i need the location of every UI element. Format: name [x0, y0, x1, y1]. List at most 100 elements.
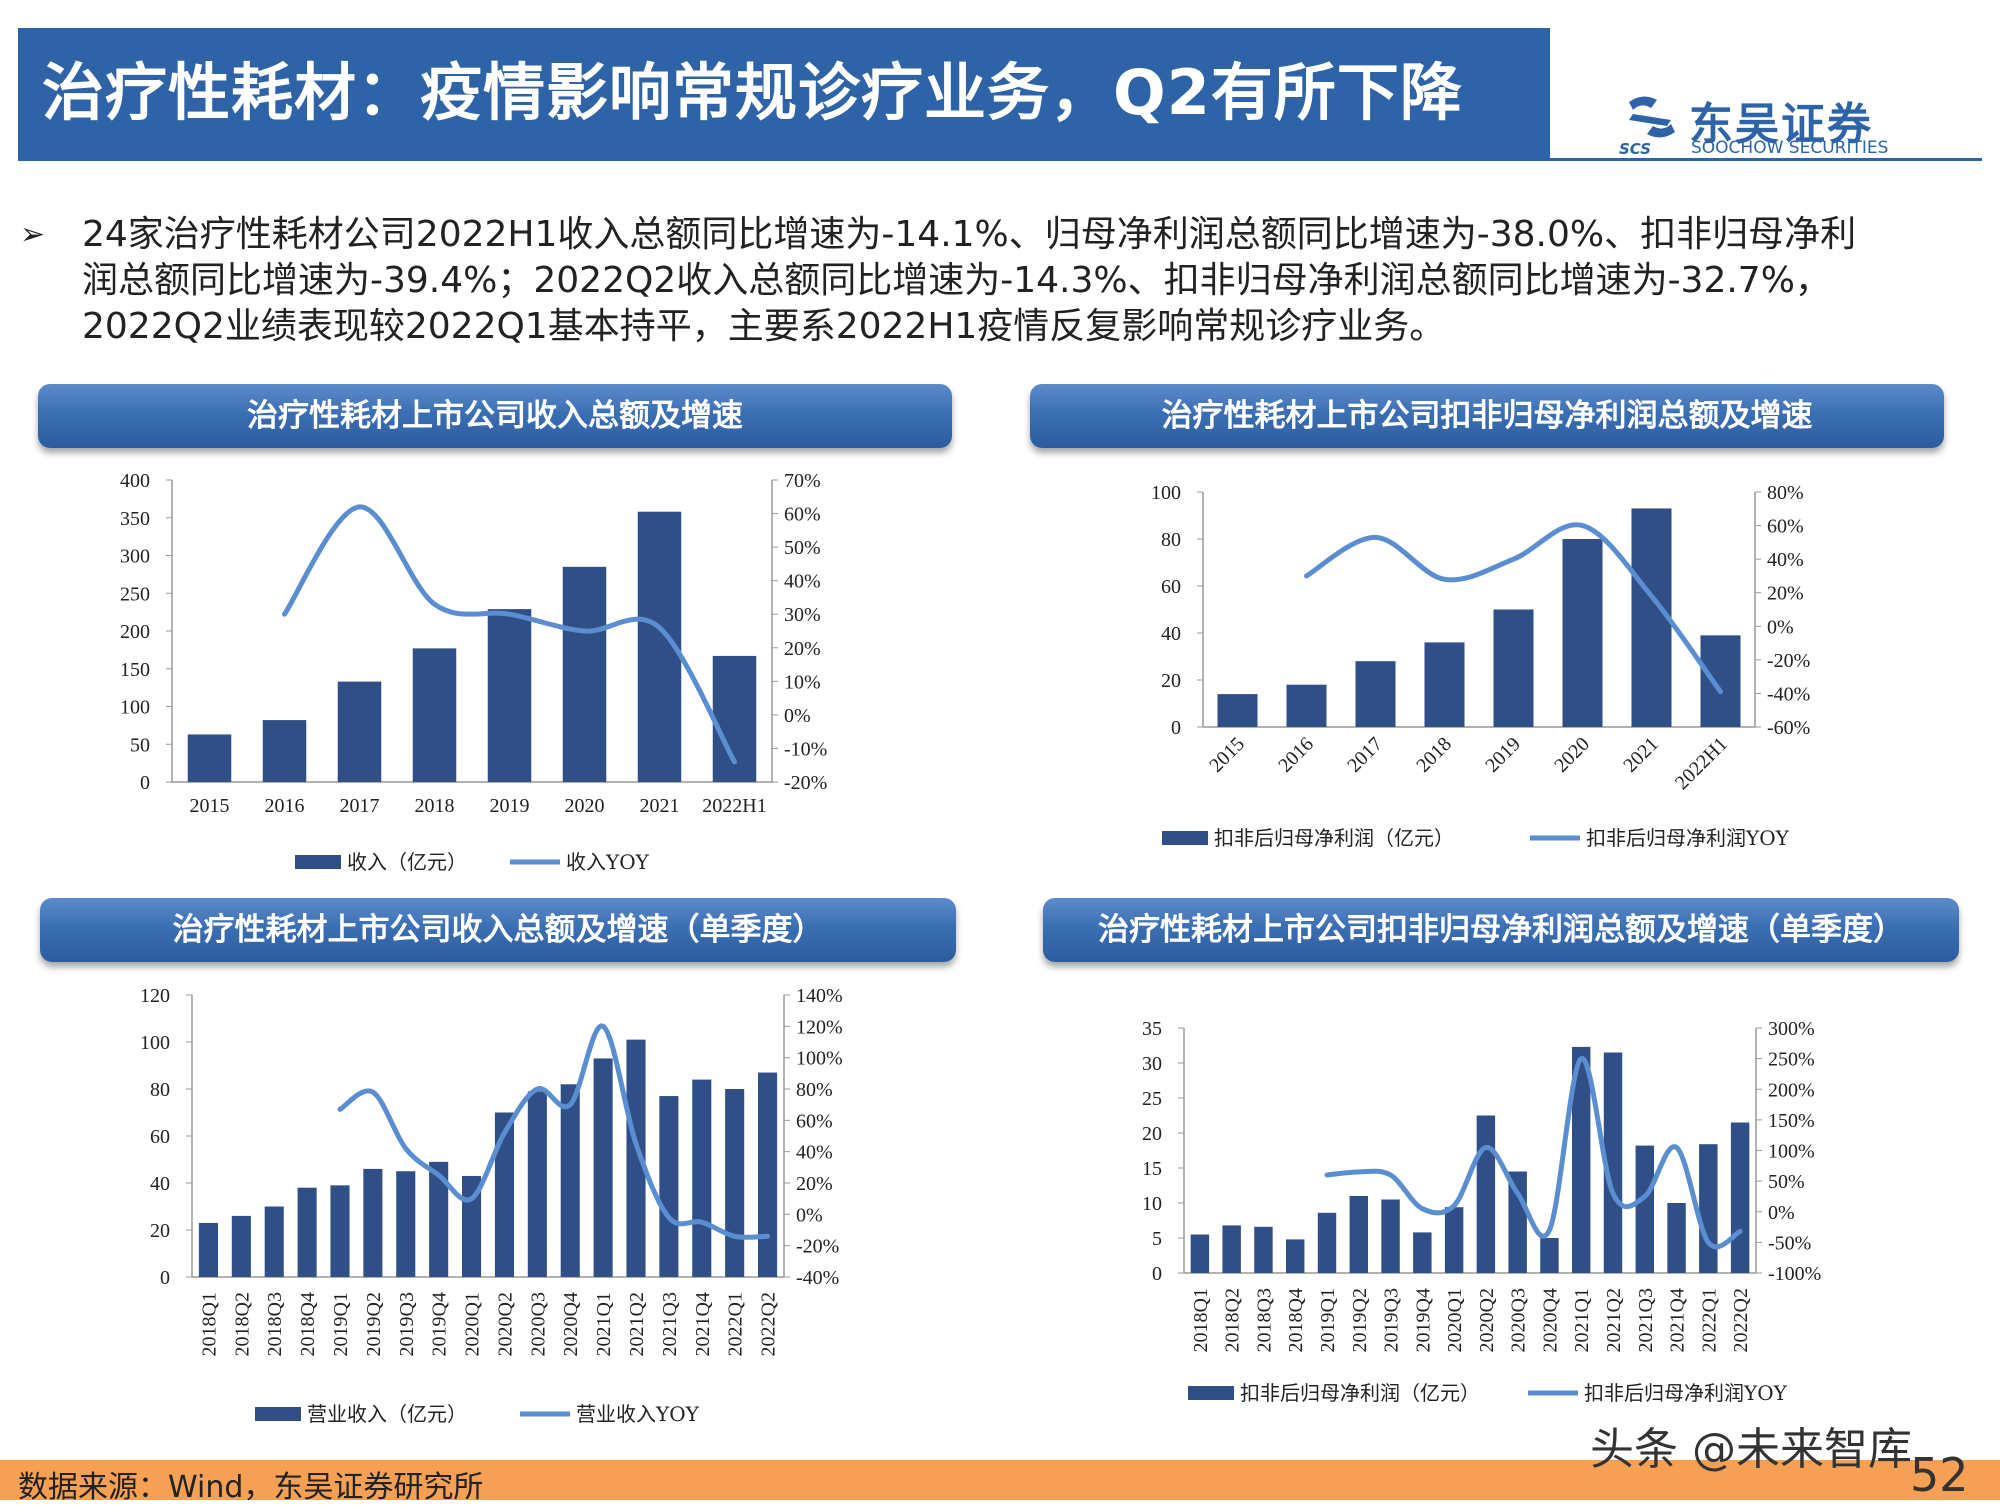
left-tick-label: 30: [1142, 1053, 1162, 1075]
category-label: 2019Q3: [396, 1292, 418, 1356]
right-tick-label: 40%: [796, 1142, 833, 1164]
bar: [1540, 1238, 1559, 1273]
right-tick-label: 50%: [784, 537, 821, 559]
bar: [1700, 635, 1741, 727]
left-tick-label: 15: [1142, 1158, 1162, 1180]
summary-line: 24家治疗性耗材公司2022H1收入总额同比增速为-14.1%、归母净利润总额同…: [82, 214, 1857, 255]
right-tick-label: 20%: [796, 1173, 833, 1195]
bar: [1635, 1145, 1654, 1273]
right-tick-label: 0%: [1768, 1202, 1795, 1224]
bar: [262, 720, 307, 782]
right-tick-label: 100%: [1768, 1141, 1815, 1163]
right-tick-label: 100%: [796, 1048, 843, 1070]
bar: [337, 681, 382, 782]
yoy-line: [282, 504, 737, 765]
bar: [412, 648, 457, 782]
bar: [396, 1171, 416, 1277]
left-tick-label: 0: [1171, 717, 1181, 739]
bar: [1603, 1052, 1623, 1273]
left-tick-label: 25: [1142, 1088, 1162, 1110]
logo-abbreviation: SCS: [1619, 140, 1652, 158]
right-tick-label: -100%: [1768, 1263, 1821, 1285]
right-tick-label: 80%: [796, 1079, 833, 1101]
logo-chinese-name: 东吴证券: [1689, 99, 1873, 150]
legend-label: 收入（亿元）: [347, 850, 467, 874]
category-label: 2022Q2: [1730, 1288, 1752, 1352]
title-divider: [18, 158, 1982, 161]
category-label: 2018Q1: [1190, 1288, 1212, 1352]
category-label: 2020Q2: [494, 1292, 516, 1356]
legend-label: 营业收入（亿元）: [307, 1402, 467, 1426]
left-tick-label: 20: [1161, 670, 1181, 692]
left-tick-label: 80: [150, 1079, 170, 1101]
legend-label: 扣非后归母净利润（亿元）: [1240, 1381, 1480, 1405]
bar: [626, 1039, 646, 1277]
bar: [758, 1072, 778, 1277]
legend-label: 收入YOY: [566, 850, 650, 874]
bar: [1349, 1196, 1368, 1273]
right-tick-label: -40%: [796, 1267, 839, 1289]
left-tick-label: 10: [1142, 1193, 1162, 1215]
bar: [231, 1215, 251, 1277]
left-tick-label: 80: [1161, 529, 1181, 551]
category-label: 2020Q1: [1444, 1288, 1466, 1352]
bar: [363, 1168, 383, 1277]
panel-title-quarterly-revenue: 治疗性耗材上市公司收入总额及增速（单季度）: [40, 898, 956, 962]
category-label: 2020Q3: [1508, 1288, 1530, 1352]
left-tick-label: 20: [1142, 1123, 1162, 1145]
category-label: 2016: [265, 795, 305, 817]
category-label: 2019Q1: [330, 1292, 352, 1356]
legend-label: 扣非后归母净利润（亿元）: [1214, 826, 1454, 850]
bar: [198, 1222, 218, 1277]
right-tick-label: 140%: [796, 985, 843, 1007]
bar: [1424, 642, 1465, 727]
category-label: 2017: [340, 795, 380, 817]
bar: [330, 1185, 350, 1277]
bar: [1444, 1207, 1464, 1273]
bar: [562, 566, 607, 782]
right-tick-label: 80%: [1767, 482, 1804, 504]
left-tick-label: 35: [1142, 1018, 1162, 1040]
right-tick-label: 200%: [1768, 1079, 1815, 1101]
left-tick-label: 300: [120, 546, 150, 568]
right-tick-label: -50%: [1768, 1232, 1811, 1254]
category-label: 2019Q3: [1381, 1288, 1403, 1352]
left-tick-label: 100: [120, 697, 150, 719]
panel-title-quarterly-profit: 治疗性耗材上市公司扣非归母净利润总额及增速（单季度）: [1043, 898, 1959, 962]
category-label: 2021Q1: [593, 1292, 615, 1356]
left-tick-label: 150: [120, 659, 150, 681]
category-label: 2021: [640, 795, 680, 817]
panel-title-annual-profit: 治疗性耗材上市公司扣非归母净利润总额及增速: [1030, 384, 1944, 448]
summary-line: 2022Q2业绩表现较2022Q1基本持平，主要系2022H1疫情反复影响常规诊…: [82, 306, 1446, 347]
category-label: 2020Q3: [527, 1292, 549, 1356]
right-tick-label: -20%: [1767, 650, 1810, 672]
footer-bar: [0, 1460, 2000, 1500]
legend-bar-swatch: [295, 855, 341, 869]
right-tick-label: 0%: [796, 1204, 823, 1226]
bar: [593, 1058, 613, 1277]
category-label: 2022Q1: [1698, 1288, 1720, 1352]
bar: [659, 1096, 679, 1277]
left-tick-label: 100: [1151, 482, 1181, 504]
left-tick-label: 60: [1161, 576, 1181, 598]
category-label: 2018Q2: [231, 1292, 253, 1356]
left-tick-label: 0: [1152, 1263, 1162, 1285]
right-tick-label: 250%: [1768, 1049, 1815, 1071]
logo-english-name: SOOCHOW SECURITIES: [1691, 138, 1889, 158]
left-tick-label: 40: [1161, 623, 1181, 645]
category-label: 2018Q4: [1285, 1288, 1307, 1352]
left-tick-label: 5: [1152, 1228, 1162, 1250]
legend-label: 营业收入YOY: [576, 1402, 700, 1426]
legend-bar-swatch: [255, 1407, 301, 1421]
left-tick-label: 0: [160, 1267, 170, 1289]
yoy-line: [337, 1023, 771, 1240]
category-label: 2018Q3: [264, 1292, 286, 1356]
bar: [1413, 1232, 1432, 1273]
bar: [1286, 1239, 1305, 1273]
left-tick-label: 120: [140, 985, 170, 1007]
bar: [487, 609, 532, 782]
category-label: 2019Q2: [363, 1292, 385, 1356]
left-tick-label: 50: [130, 734, 150, 756]
